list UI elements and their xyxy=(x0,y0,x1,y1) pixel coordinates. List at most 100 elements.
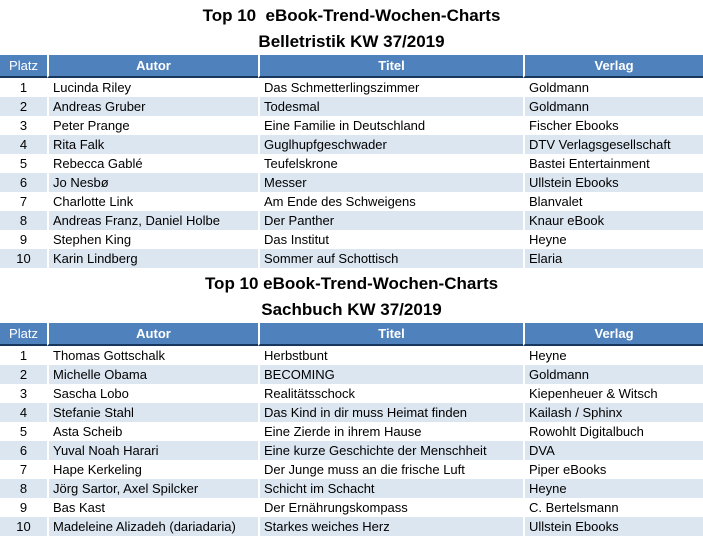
table-row: 1 Lucinda Riley Das Schmetterlingszimmer Go… xyxy=(0,78,703,97)
column-header-autor: Autor xyxy=(47,55,258,78)
table-row: 5 Rebecca Gablé Teufelskrone Bastei Enterta… xyxy=(0,154,703,173)
cell-titel: Herbstbunt xyxy=(258,346,523,365)
cell-verlag: Kailash / Sphinx xyxy=(523,403,703,422)
cell-autor: Thomas Gottschalk xyxy=(47,346,258,365)
cell-titel: BECOMING xyxy=(258,365,523,384)
table-row: 2 Andreas Gruber Todesmal Goldmann xyxy=(0,97,703,116)
cell-verlag: Goldmann xyxy=(523,78,703,97)
cell-verlag: DTV Verlagsgesellschaft xyxy=(523,135,703,154)
table-row: 7 Charlotte Link Am Ende des Schweigens Bla… xyxy=(0,192,703,211)
cell-autor: Karin Lindberg xyxy=(47,249,258,268)
cell-platz: 8 xyxy=(0,211,47,230)
column-header-autor: Autor xyxy=(47,323,258,346)
cell-titel: Eine Zierde in ihrem Hause xyxy=(258,422,523,441)
cell-autor: Stephen King xyxy=(47,230,258,249)
cell-titel: Realitätsschock xyxy=(258,384,523,403)
table-row: 1 Thomas Gottschalk Herbstbunt Heyne xyxy=(0,346,703,365)
cell-titel: Der Ernährungskompass xyxy=(258,498,523,517)
cell-verlag: Heyne xyxy=(523,230,703,249)
cell-autor: Michelle Obama xyxy=(47,365,258,384)
cell-titel: Starkes weiches Herz xyxy=(258,517,523,536)
cell-verlag: Bastei Entertainment xyxy=(523,154,703,173)
table-row: 6 Yuval Noah Harari Eine kurze Geschichte … xyxy=(0,441,703,460)
belletristik-title-block: Top 10 eBook-Trend-Wochen-Charts Belletr… xyxy=(0,0,703,55)
cell-platz: 9 xyxy=(19,500,28,515)
cell-platz: 7 xyxy=(19,194,28,209)
cell-autor: Yuval Noah Harari xyxy=(47,441,258,460)
cell-autor: Jörg Sartor, Axel Spilcker xyxy=(47,479,258,498)
cell-titel: Schicht im Schacht xyxy=(258,479,523,498)
chart-subtitle: Sachbuch KW 37/2019 xyxy=(261,300,442,319)
cell-autor: Jo Nesbø xyxy=(47,173,258,192)
cell-verlag: Kiepenheuer & Witsch xyxy=(523,384,703,403)
cell-autor: Asta Scheib xyxy=(47,422,258,441)
table-body-sachbuch: 1 Thomas Gottschalk Herbstbunt Heyne 2 Michel… xyxy=(0,346,703,536)
cell-verlag: Goldmann xyxy=(523,97,703,116)
cell-platz: 4 xyxy=(0,135,47,154)
chart-subtitle: Belletristik KW 37/2019 xyxy=(258,32,445,51)
cell-verlag: Heyne xyxy=(523,346,703,365)
cell-autor: Lucinda Riley xyxy=(47,78,258,97)
cell-verlag: Rowohlt Digitalbuch xyxy=(523,422,703,441)
cell-titel: Todesmal xyxy=(258,97,523,116)
cell-verlag: Piper eBooks xyxy=(523,460,703,479)
cell-autor: Madeleine Alizadeh (dariadaria) xyxy=(47,517,258,536)
cell-platz: 10 xyxy=(0,249,47,268)
ranking-table-sachbuch: Platz Autor Titel Verlag 1 Thomas Gottsch… xyxy=(0,323,703,536)
table-row: 2 Michelle Obama BECOMING Goldmann xyxy=(0,365,703,384)
cell-autor: Peter Prange xyxy=(47,116,258,135)
cell-titel: Teufelskrone xyxy=(258,154,523,173)
table-row: 3 Sascha Lobo Realitätsschock Kiepenheuer &… xyxy=(0,384,703,403)
cell-platz: 6 xyxy=(0,441,47,460)
column-header-titel: Titel xyxy=(258,323,523,346)
cell-verlag: Ullstein Ebooks xyxy=(523,517,703,536)
cell-platz: 2 xyxy=(0,97,47,116)
cell-platz: 7 xyxy=(19,462,28,477)
table-body-belletristik: 1 Lucinda Riley Das Schmetterlingszimmer Go… xyxy=(0,78,703,268)
table-row: 3 Peter Prange Eine Familie in Deutschland… xyxy=(0,116,703,135)
chart-section-sachbuch: Top 10 eBook-Trend-Wochen-Charts Sachbuc… xyxy=(0,268,703,536)
table-row: 8 Andreas Franz, Daniel Holbe Der Panther K… xyxy=(0,211,703,230)
cell-verlag: Elaria xyxy=(523,249,703,268)
column-header-platz: Platz xyxy=(0,55,47,78)
cell-verlag: Goldmann xyxy=(523,365,703,384)
cell-autor: Sascha Lobo xyxy=(47,384,258,403)
cell-verlag: C. Bertelsmann xyxy=(523,498,703,517)
cell-titel: Der Panther xyxy=(258,211,523,230)
column-header-verlag: Verlag xyxy=(523,323,703,346)
cell-platz: 2 xyxy=(0,365,47,384)
cell-autor: Bas Kast xyxy=(47,498,258,517)
cell-titel: Eine Familie in Deutschland xyxy=(258,116,523,135)
table-row: 10 Madeleine Alizadeh (dariadaria) Starkes… xyxy=(0,517,703,536)
column-header-platz: Platz xyxy=(0,323,47,346)
cell-verlag: Blanvalet xyxy=(523,192,703,211)
cell-titel: Eine kurze Geschichte der Menschheit xyxy=(258,441,523,460)
table-row: 4 Stefanie Stahl Das Kind in dir muss Heim… xyxy=(0,403,703,422)
cell-verlag: Heyne xyxy=(523,479,703,498)
cell-platz: 5 xyxy=(19,424,28,439)
chart-title: Top 10 eBook-Trend-Wochen-Charts xyxy=(204,274,499,293)
cell-titel: Am Ende des Schweigens xyxy=(258,192,523,211)
cell-autor: Rebecca Gablé xyxy=(47,154,258,173)
table-row: 9 Stephen King Das Institut Heyne xyxy=(0,230,703,249)
table-row: 7 Hape Kerkeling Der Junge muss an die fri… xyxy=(0,460,703,479)
cell-platz: 6 xyxy=(0,173,47,192)
cell-autor: Stefanie Stahl xyxy=(47,403,258,422)
chart-section-belletristik: Top 10 eBook-Trend-Wochen-Charts Belletr… xyxy=(0,0,703,268)
table-row: 4 Rita Falk Guglhupfgeschwader DTV Verlagsg… xyxy=(0,135,703,154)
cell-platz: 3 xyxy=(19,118,28,133)
header-row: Platz Autor Titel Verlag xyxy=(0,323,703,346)
cell-autor: Andreas Gruber xyxy=(47,97,258,116)
cell-autor: Charlotte Link xyxy=(47,192,258,211)
table-row: 10 Karin Lindberg Sommer auf Schottisch Ela… xyxy=(0,249,703,268)
column-header-verlag: Verlag xyxy=(523,55,703,78)
cell-platz: 4 xyxy=(0,403,47,422)
cell-platz: 8 xyxy=(0,479,47,498)
cell-autor: Hape Kerkeling xyxy=(47,460,258,479)
cell-titel: Der Junge muss an die frische Luft xyxy=(258,460,523,479)
cell-verlag: Fischer Ebooks xyxy=(523,116,703,135)
cell-platz: 5 xyxy=(19,156,28,171)
header-row: Platz Autor Titel Verlag xyxy=(0,55,703,78)
cell-platz: 3 xyxy=(19,386,28,401)
